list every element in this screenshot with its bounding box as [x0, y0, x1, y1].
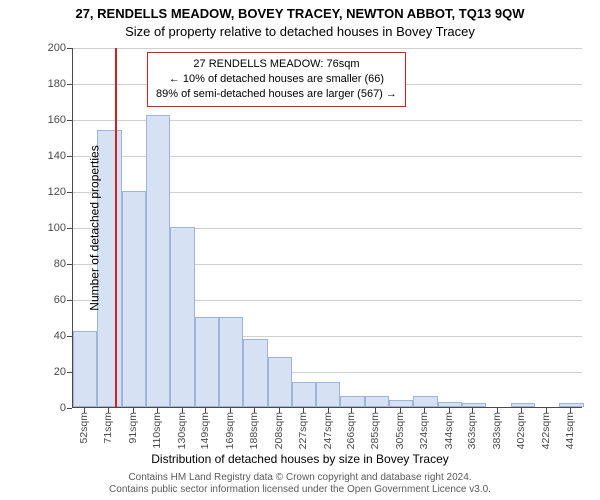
xtick-label: 247sqm: [322, 412, 334, 449]
ytick-mark: [67, 156, 72, 157]
histogram-bar: [268, 357, 292, 407]
ytick-mark: [67, 336, 72, 337]
ytick-label: 160: [36, 114, 66, 126]
histogram-bar: [243, 339, 267, 407]
ytick-mark: [67, 84, 72, 85]
histogram-bar: [365, 396, 389, 407]
xtick-label: 227sqm: [297, 412, 309, 449]
xtick-label: 110sqm: [151, 412, 163, 449]
histogram-bar: [146, 115, 170, 407]
xtick-label: 441sqm: [564, 412, 576, 449]
histogram-bar: [170, 227, 194, 407]
ytick-label: 140: [36, 150, 66, 162]
histogram-bar: [122, 191, 146, 407]
address-title: 27, RENDELLS MEADOW, BOVEY TRACEY, NEWTO…: [0, 6, 600, 21]
y-axis-label-wrap: Number of detached properties: [0, 48, 30, 408]
xtick-label: 91sqm: [127, 412, 139, 444]
xtick-label: 71sqm: [102, 412, 114, 444]
xtick-label: 383sqm: [491, 412, 503, 449]
xtick-label: 305sqm: [394, 412, 406, 449]
ytick-mark: [67, 120, 72, 121]
copyright-line-2: Contains public sector information licen…: [0, 484, 600, 496]
chart-subtitle: Size of property relative to detached ho…: [0, 24, 600, 39]
histogram-bar: [292, 382, 316, 407]
ytick-label: 80: [36, 258, 66, 270]
ytick-label: 0: [36, 402, 66, 414]
histogram-bar: [195, 317, 219, 407]
copyright-line-1: Contains HM Land Registry data © Crown c…: [0, 472, 600, 484]
histogram-plot-area: 27 RENDELLS MEADOW: 76sqm← 10% of detach…: [72, 48, 582, 408]
xtick-label: 52sqm: [78, 412, 90, 444]
xtick-label: 402sqm: [515, 412, 527, 449]
annotation-line-2: ← 10% of detached houses are smaller (66…: [156, 72, 397, 87]
ytick-mark: [67, 300, 72, 301]
histogram-bar: [462, 403, 486, 407]
histogram-bar: [438, 402, 462, 407]
copyright-footer: Contains HM Land Registry data © Crown c…: [0, 472, 600, 496]
xtick-label: 266sqm: [345, 412, 357, 449]
annotation-line-1: 27 RENDELLS MEADOW: 76sqm: [156, 57, 397, 72]
ytick-label: 180: [36, 78, 66, 90]
xtick-label: 130sqm: [176, 412, 188, 449]
xtick-label: 344sqm: [443, 412, 455, 449]
histogram-bar: [219, 317, 243, 407]
histogram-bar: [559, 403, 583, 407]
y-axis-label: Number of detached properties: [88, 145, 102, 310]
ytick-label: 40: [36, 330, 66, 342]
ytick-label: 120: [36, 186, 66, 198]
xtick-label: 169sqm: [224, 412, 236, 449]
ytick-label: 20: [36, 366, 66, 378]
xtick-label: 422sqm: [540, 412, 552, 449]
annotation-line-3: 89% of semi-detached houses are larger (…: [156, 87, 397, 102]
xtick-label: 208sqm: [273, 412, 285, 449]
property-marker-line: [115, 48, 117, 407]
ytick-mark: [67, 48, 72, 49]
ytick-label: 200: [36, 42, 66, 54]
ytick-mark: [67, 372, 72, 373]
ytick-label: 60: [36, 294, 66, 306]
histogram-bar: [511, 403, 535, 407]
ytick-label: 100: [36, 222, 66, 234]
histogram-bar: [73, 331, 97, 407]
histogram-bar: [413, 396, 437, 407]
xtick-label: 149sqm: [199, 412, 211, 449]
histogram-bar: [389, 400, 413, 407]
ytick-mark: [67, 228, 72, 229]
xtick-label: 285sqm: [369, 412, 381, 449]
histogram-bar: [316, 382, 340, 407]
xtick-label: 188sqm: [248, 412, 260, 449]
xtick-label: 363sqm: [466, 412, 478, 449]
ytick-mark: [67, 192, 72, 193]
xtick-label: 324sqm: [418, 412, 430, 449]
ytick-mark: [67, 408, 72, 409]
gridline: [73, 48, 582, 49]
histogram-bar: [340, 396, 364, 407]
annotation-box: 27 RENDELLS MEADOW: 76sqm← 10% of detach…: [147, 52, 406, 107]
x-axis-label: Distribution of detached houses by size …: [0, 452, 600, 466]
ytick-mark: [67, 264, 72, 265]
